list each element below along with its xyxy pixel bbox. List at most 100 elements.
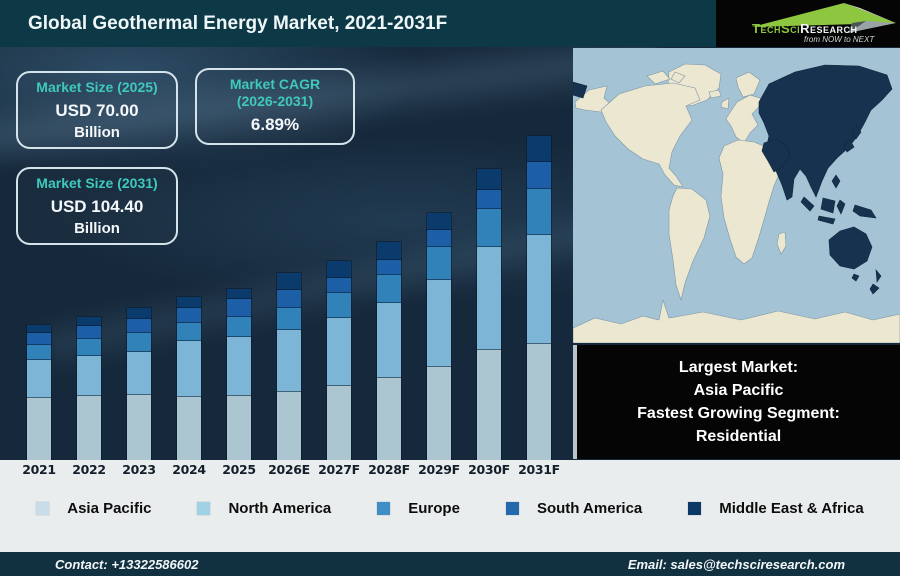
legend-swatch-north-america [197,502,211,515]
bar-segment-south-america [277,290,301,308]
bar-segment-south-america [77,326,101,339]
bar-segment-asia-pacific [527,344,551,460]
bar-segment-middle-east-africa [527,136,551,162]
info-box-title: Market Size (2025) [36,78,158,95]
market-cagr-box: Market CAGR (2026-2031) 6.89% [195,68,355,145]
legend-swatch-europe [377,502,391,515]
bar-segment-europe [427,247,451,280]
map-chukotka-highlight [572,81,588,99]
info-box-unit: Billion [74,123,120,141]
legend-label-middle-east-africa: Middle East & Africa [719,500,864,517]
map-arabia-highlight [761,138,791,173]
market-size-2025-box: Market Size (2025) USD 70.00 Billion [16,71,178,149]
map-united-kingdom [720,97,730,110]
bar-segment-middle-east-africa [227,289,251,299]
info-box-title: Market Size (2031) [36,174,158,191]
bar-segment-south-america [477,190,501,209]
world-map-panel [572,48,900,344]
x-axis-label-2031f: 2031F [518,462,560,477]
bar-segment-europe [77,339,101,356]
map-north-america [600,82,701,188]
bar-segment-north-america [177,341,201,397]
callout-line: Fastest Growing Segment: [637,405,840,422]
bar-segment-asia-pacific [327,386,351,460]
bar-segment-middle-east-africa [427,213,451,230]
map-arctic-island [670,71,686,84]
x-axis-labels: 2021 2022 2023 2024 2025 2026E 2027F 2028F 2029F… [0,462,573,480]
bar-2025 [227,289,251,460]
bar-segment-europe [127,333,151,352]
map-highlight-group [572,64,893,295]
legend-label-asia-pacific: Asia Pacific [67,500,152,517]
x-axis-label-2023: 2023 [122,462,156,477]
bar-segment-middle-east-africa [377,242,401,260]
map-australia-highlight [828,226,873,270]
info-box-subtitle: (2026-2031) [236,93,314,109]
stacked-bar-chart [0,47,573,460]
logo-arrow-icon [752,3,896,33]
info-box-unit: Billion [74,219,120,237]
map-borneo-highlight [820,197,836,214]
bar-segment-asia-pacific [427,367,451,460]
legend-item-south-america: South America [505,500,642,517]
bar-segment-asia-pacific [177,397,201,460]
x-axis-label-2022: 2022 [72,462,106,477]
bar-segment-north-america [227,337,251,396]
bar-segment-middle-east-africa [177,297,201,308]
map-land-group [572,63,900,344]
bar-segment-south-america [27,333,51,345]
map-antarctica [572,298,900,344]
bar-segment-europe [277,308,301,330]
info-box-value: 6.89% [250,115,300,134]
logo-brand-secondary: Research [800,21,858,36]
bar-segment-middle-east-africa [127,308,151,319]
map-scandinavia [735,71,761,98]
map-new-guinea-highlight [852,204,877,219]
bar-segment-north-america [127,352,151,395]
bar-segment-europe [227,317,251,337]
bar-2022 [77,317,101,460]
bar-2024 [177,297,201,460]
legend-swatch-middle-east-africa [688,502,702,515]
legend-swatch-asia-pacific [36,502,50,515]
bar-segment-north-america [477,247,501,350]
legend-label-north-america: North America [228,500,332,517]
bar-segment-asia-pacific [377,378,401,460]
techsci-logo: TechSciResearch from NOW to NEXT [716,0,900,47]
bar-segment-south-america [527,162,551,189]
bar-segment-south-america [127,319,151,333]
map-japan-highlight [851,125,862,140]
bar-segment-north-america [527,235,551,344]
map-sulawesi-highlight [836,199,846,215]
legend-label-europe: Europe [408,500,460,517]
x-axis-label-2027f: 2027F [318,462,360,477]
bar-2031f [527,136,551,460]
bar-segment-europe [377,275,401,303]
x-axis-label-2030f: 2030F [468,462,510,477]
legend-item-middle-east-africa: Middle East & Africa [688,500,864,517]
bar-segment-middle-east-africa [277,273,301,290]
header-bar: Global Geothermal Energy Market, 2021-20… [0,0,900,47]
bar-segment-north-america [27,360,51,398]
legend-item-north-america: North America [197,500,331,517]
footer-email: Email: sales@techsciresearch.com [627,556,845,572]
bar-segment-europe [477,209,501,247]
bar-segment-south-america [227,299,251,317]
bar-2023 [127,308,151,460]
callout-line: Asia Pacific [693,382,784,399]
bar-2028f [377,242,401,460]
map-madagascar [776,231,787,255]
bar-segment-asia-pacific [127,395,151,460]
x-axis-label-2029f: 2029F [418,462,460,477]
x-axis-label-2021: 2021 [22,462,56,477]
bar-segment-europe [527,189,551,235]
legend-item-asia-pacific: Asia Pacific [36,500,151,517]
world-map [572,48,900,344]
bar-segment-north-america [427,280,451,367]
bar-segment-europe [27,345,51,360]
bottom-strip: 2021 2022 2023 2024 2025 2026E 2027F 2028F 2029F… [0,460,900,552]
bar-segment-europe [177,323,201,341]
bar-segment-north-america [377,303,401,378]
bar-2029f [427,213,451,460]
map-philippines-highlight [831,174,841,189]
